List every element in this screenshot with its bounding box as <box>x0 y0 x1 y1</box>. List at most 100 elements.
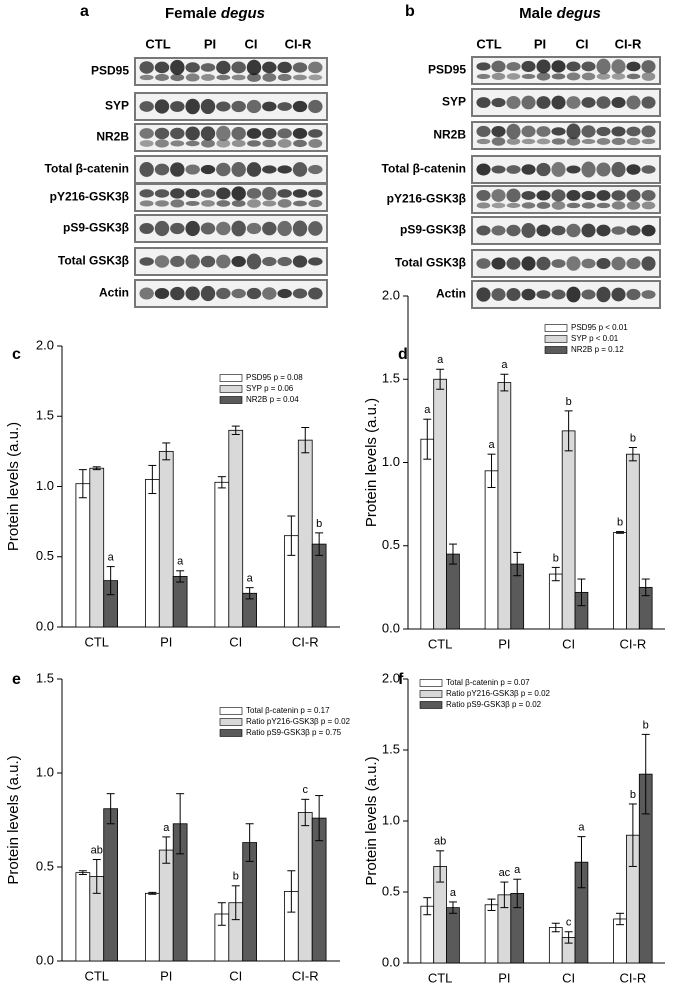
blot-band <box>551 259 566 268</box>
x-tick-label: CI-R <box>292 968 319 983</box>
legend-swatch <box>544 335 568 343</box>
blot-band <box>154 163 170 176</box>
significance-letter: a <box>488 439 495 451</box>
y-tick-label: 1.5 <box>36 670 54 685</box>
blot-band <box>611 190 626 201</box>
blot-band <box>506 224 521 237</box>
blot-band <box>185 62 200 73</box>
blot-band <box>185 140 200 147</box>
x-tick-label: PI <box>160 968 172 983</box>
blot-band <box>185 286 200 301</box>
panel-letter: a <box>80 3 89 20</box>
blot-band <box>506 188 521 203</box>
blot-band <box>476 138 491 145</box>
blot-band <box>581 161 596 178</box>
blot-band <box>277 199 292 208</box>
legend-label: SYP p = 0.06 <box>246 384 294 393</box>
y-tick-label: 1.5 <box>36 408 54 423</box>
significance-letter: a <box>108 551 115 563</box>
x-tick-label: CI-R <box>620 636 647 651</box>
blot-band <box>139 222 154 235</box>
blot-band <box>566 165 581 174</box>
y-tick-label: 2.0 <box>36 337 54 352</box>
blot-band <box>277 61 292 74</box>
blot-band <box>292 288 308 299</box>
blot-band <box>216 139 231 148</box>
blot-band <box>292 100 308 113</box>
blot-band <box>611 201 626 210</box>
blot-title: Female degus <box>165 5 265 22</box>
blot-band <box>200 222 216 235</box>
significance-letter: ac <box>499 867 511 879</box>
row-label: Actin <box>436 287 466 301</box>
blot-band <box>641 125 656 138</box>
blot-band <box>154 255 170 268</box>
blot-band <box>596 96 611 109</box>
blot-band <box>596 58 611 75</box>
blot-band <box>154 127 170 140</box>
blot-band <box>611 59 626 74</box>
blot-band <box>246 253 262 270</box>
blot-band <box>262 287 277 300</box>
panel-letter: b <box>405 3 415 20</box>
blot-band <box>476 125 491 137</box>
blot-title-italic: degus <box>221 5 265 22</box>
blot-band <box>566 190 581 201</box>
blot-band <box>262 165 277 174</box>
bar <box>613 918 627 964</box>
blot-band <box>231 61 246 74</box>
blot-band <box>506 257 521 270</box>
blot-band <box>216 60 231 75</box>
blot-band <box>536 126 551 137</box>
blot-band <box>626 257 641 270</box>
blot-band <box>185 254 200 269</box>
blot-band <box>308 287 323 300</box>
significance-letter: a <box>501 359 508 371</box>
bar <box>214 481 230 628</box>
significance-letter: c <box>303 784 309 796</box>
blot-band <box>308 164 323 175</box>
group-label: CTL <box>145 36 170 51</box>
blot-band <box>626 73 641 80</box>
blot-band <box>536 256 551 271</box>
bar <box>158 849 174 962</box>
blot-band <box>521 125 536 138</box>
blot-band <box>200 63 216 72</box>
blot-band <box>185 200 200 206</box>
x-tick-label: CI-R <box>292 634 319 649</box>
blot-band <box>200 189 216 198</box>
significance-letter: b <box>233 871 239 883</box>
blot-band <box>536 201 551 209</box>
blot-box <box>134 183 328 212</box>
blot-band <box>139 101 154 112</box>
blot-band <box>476 258 491 269</box>
blot-band <box>641 290 656 299</box>
y-tick-label: 0.0 <box>36 618 54 633</box>
row-label: PSD95 <box>91 64 129 78</box>
bar <box>548 573 563 630</box>
blot-band <box>476 287 491 302</box>
x-tick-label: CI <box>562 970 575 985</box>
blot-band <box>155 73 169 81</box>
legend-swatch <box>419 679 443 687</box>
x-tick-label: PI <box>160 634 172 649</box>
blot-band <box>566 256 581 271</box>
blot-band <box>277 220 292 237</box>
blot-band <box>566 286 581 303</box>
blot-band <box>611 226 626 235</box>
blot-band <box>277 256 292 267</box>
panel-letter: c <box>12 346 21 363</box>
blot-band <box>611 161 626 178</box>
blot-band <box>185 126 200 141</box>
blot-band <box>536 290 551 299</box>
blot-band <box>506 202 521 208</box>
blot-band <box>596 286 611 303</box>
blot-band <box>581 72 596 81</box>
group-label: CI-R <box>285 36 312 51</box>
blot-band <box>216 101 231 112</box>
blot-band <box>292 162 308 177</box>
blot-band <box>626 126 641 137</box>
blot-band <box>277 73 292 82</box>
blot-band <box>262 256 277 267</box>
legend-swatch <box>219 374 243 382</box>
